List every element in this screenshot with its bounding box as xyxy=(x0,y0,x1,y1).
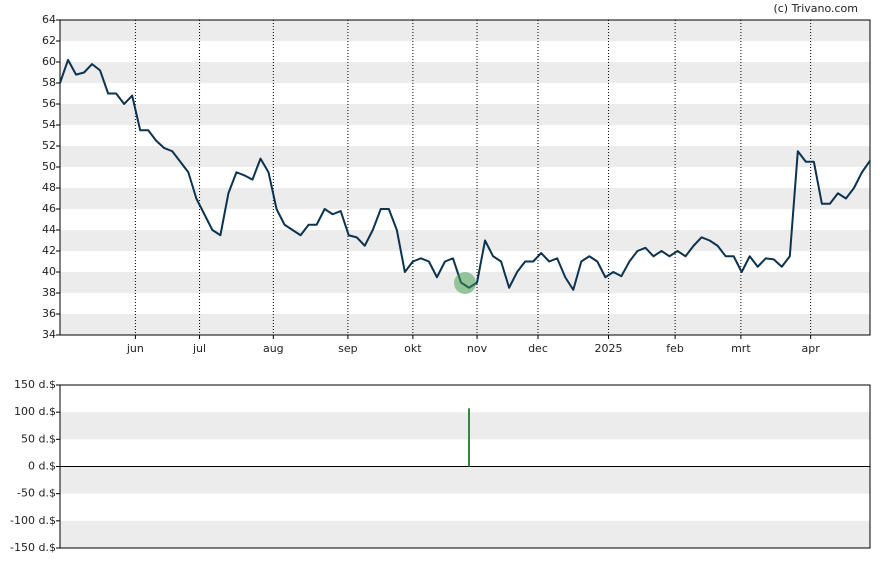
plot-frame xyxy=(59,19,871,336)
x-tick-label: sep xyxy=(338,342,357,355)
y-tick-label: 48 xyxy=(42,181,56,194)
y-tick-label: -50 d.$ xyxy=(17,487,56,500)
x-tick-label: dec xyxy=(528,342,548,355)
x-tick-label: feb xyxy=(666,342,684,355)
y-tick-label: 38 xyxy=(42,286,56,299)
y-tick-label: 150 d.$ xyxy=(14,378,56,391)
event-marker xyxy=(454,272,476,294)
x-tick-label: okt xyxy=(404,342,422,355)
x-tick-label: nov xyxy=(467,342,488,355)
y-tick-label: 50 d.$ xyxy=(21,432,56,445)
y-tick-label: 34 xyxy=(42,328,56,341)
x-tick-label: aug xyxy=(263,342,284,355)
x-tick-label: apr xyxy=(802,342,821,355)
x-tick-label: jul xyxy=(192,342,206,355)
y-tick-label: 44 xyxy=(42,223,56,236)
credit: (c) Trivano.com xyxy=(773,2,858,15)
y-tick-label: 46 xyxy=(42,202,56,215)
y-tick-label: 56 xyxy=(42,97,56,110)
x-tick-label: 2025 xyxy=(595,342,623,355)
grid-band xyxy=(60,520,870,548)
y-tick-label: 40 xyxy=(42,265,56,278)
grid-band xyxy=(60,188,870,209)
y-tick-label: 0 d.$ xyxy=(28,460,56,473)
y-tick-label: -150 d.$ xyxy=(10,541,56,554)
y-tick-label: 62 xyxy=(42,34,56,47)
grid-band xyxy=(60,230,870,251)
y-tick-label: 52 xyxy=(42,139,56,152)
y-tick-label: 54 xyxy=(42,118,56,131)
grid-band xyxy=(60,62,870,83)
price-line xyxy=(59,58,871,291)
y-tick-label: 58 xyxy=(42,76,56,89)
y-tick-label: -100 d.$ xyxy=(10,514,56,527)
y-tick-label: 36 xyxy=(42,307,56,320)
y-tick-label: 60 xyxy=(42,55,56,68)
grid-band xyxy=(60,466,870,494)
y-tick-label: 100 d.$ xyxy=(14,405,56,418)
x-tick-label: jun xyxy=(126,342,144,355)
grid-band xyxy=(60,314,870,335)
grid-band xyxy=(60,104,870,125)
grid-band xyxy=(60,20,870,41)
y-tick-label: 50 xyxy=(42,160,56,173)
x-tick-label: mrt xyxy=(731,342,751,355)
y-tick-label: 64 xyxy=(42,13,56,26)
y-tick-label: 42 xyxy=(42,244,56,257)
grid-band xyxy=(60,412,870,440)
